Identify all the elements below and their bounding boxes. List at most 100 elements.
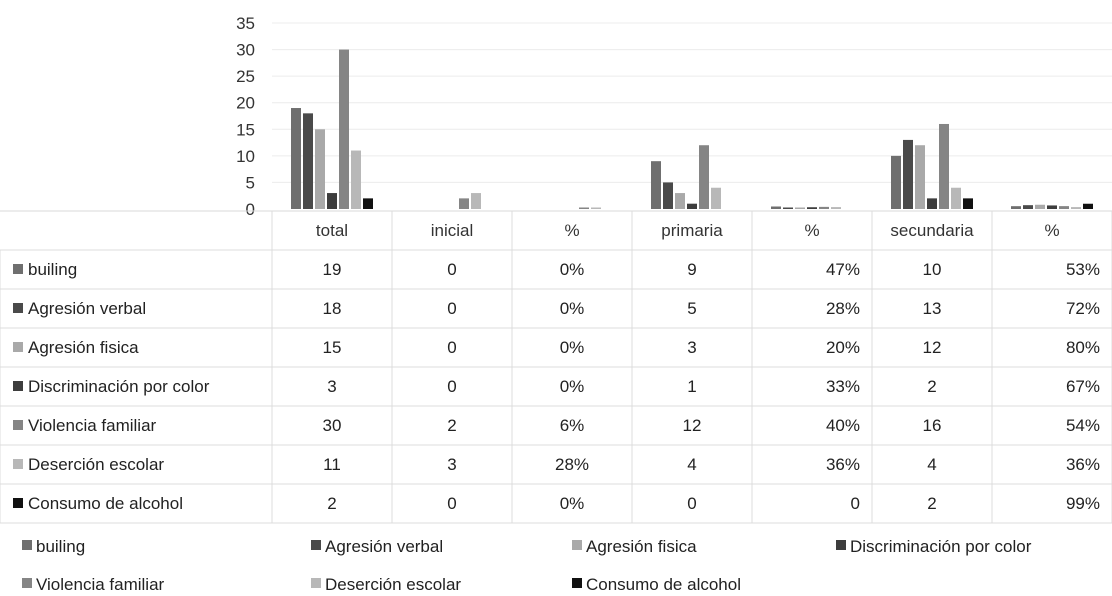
legend: builing Agresión verbal Agresión fisica Dis… xyxy=(22,537,1032,594)
bar xyxy=(351,150,361,209)
row-key-swatch xyxy=(13,420,23,430)
category-label: % xyxy=(564,221,579,240)
data-label: 13 xyxy=(923,299,942,318)
data-label: 40% xyxy=(826,416,860,435)
data-label: 0% xyxy=(560,494,585,513)
bar xyxy=(363,198,373,209)
data-label: 36% xyxy=(826,455,860,474)
row-key-swatch xyxy=(13,381,23,391)
row-label: Consumo de alcohol xyxy=(28,494,183,513)
bar xyxy=(699,145,709,209)
data-label: 1 xyxy=(687,377,696,396)
bar xyxy=(315,129,325,209)
data-label: 0% xyxy=(560,260,585,279)
legend-swatch xyxy=(572,578,582,588)
data-label: 4 xyxy=(927,455,936,474)
data-label: 11 xyxy=(323,455,341,474)
data-label: 28% xyxy=(555,455,589,474)
bar xyxy=(687,203,697,209)
data-label: 4 xyxy=(687,455,696,474)
bar xyxy=(1023,205,1033,209)
category-label: inicial xyxy=(431,221,474,240)
y-tick-label: 10 xyxy=(236,147,255,166)
data-label: 33% xyxy=(826,377,860,396)
row-key-swatch xyxy=(13,459,23,469)
bar xyxy=(903,139,913,209)
bar xyxy=(771,206,781,209)
legend-swatch xyxy=(572,540,582,550)
bar xyxy=(807,207,817,209)
row-key-swatch xyxy=(13,264,23,274)
data-label: 72% xyxy=(1066,299,1100,318)
data-label: 0 xyxy=(447,260,456,279)
legend-swatch xyxy=(311,578,321,588)
bar xyxy=(891,155,901,209)
row-label: builing xyxy=(28,260,77,279)
gridlines xyxy=(272,22,1112,183)
data-label: 12 xyxy=(923,338,942,357)
data-label: 20% xyxy=(826,338,860,357)
data-label: 99% xyxy=(1066,494,1100,513)
bar xyxy=(711,187,721,209)
bar xyxy=(915,145,925,209)
legend-label: builing xyxy=(36,537,85,556)
bar xyxy=(675,193,685,209)
bar xyxy=(339,49,349,210)
data-label: 12 xyxy=(683,416,702,435)
bar xyxy=(579,207,589,209)
row-key-swatch xyxy=(13,342,23,352)
legend-swatch xyxy=(311,540,321,550)
bar xyxy=(927,198,937,209)
y-tick-label: 30 xyxy=(236,41,255,60)
category-label: primaria xyxy=(661,221,723,240)
y-tick-label: 0 xyxy=(246,200,255,219)
data-label: 18 xyxy=(323,299,342,318)
row-label: Agresión verbal xyxy=(28,299,146,318)
bar xyxy=(831,207,841,209)
bar xyxy=(783,207,793,209)
data-label: 0 xyxy=(447,338,456,357)
data-label: 0% xyxy=(560,338,585,357)
y-tick-label: 20 xyxy=(236,94,255,113)
data-label: 80% xyxy=(1066,338,1100,357)
bar xyxy=(1035,204,1045,209)
data-label: 10 xyxy=(923,260,942,279)
row-label: Discriminación por color xyxy=(28,377,210,396)
data-label: 28% xyxy=(826,299,860,318)
data-label: 3 xyxy=(327,377,336,396)
data-label: 30 xyxy=(323,416,342,435)
data-label: 2 xyxy=(447,416,456,435)
category-label: % xyxy=(804,221,819,240)
category-label: secundaria xyxy=(890,221,974,240)
legend-label: Agresión verbal xyxy=(325,537,443,556)
bar xyxy=(471,193,481,209)
bar xyxy=(291,108,301,209)
category-label: total xyxy=(316,221,348,240)
legend-label: Agresión fisica xyxy=(586,537,697,556)
row-label: Deserción escolar xyxy=(28,455,164,474)
data-label: 2 xyxy=(927,377,936,396)
data-label: 9 xyxy=(687,260,696,279)
bar xyxy=(591,207,601,209)
bar xyxy=(795,207,805,209)
data-label: 0 xyxy=(447,299,456,318)
data-label: 47% xyxy=(826,260,860,279)
data-label: 19 xyxy=(323,260,342,279)
row-key-swatch xyxy=(13,303,23,313)
y-tick-label: 25 xyxy=(236,67,255,86)
bar xyxy=(819,206,829,209)
bar xyxy=(327,193,337,209)
data-label: 0 xyxy=(851,494,860,513)
legend-swatch xyxy=(22,540,32,550)
bars xyxy=(291,49,1093,210)
data-label: 53% xyxy=(1066,260,1100,279)
legend-swatch xyxy=(22,578,32,588)
data-label: 2 xyxy=(927,494,936,513)
data-label: 0% xyxy=(560,299,585,318)
data-label: 0 xyxy=(447,494,456,513)
data-label: 16 xyxy=(923,416,942,435)
bar xyxy=(1059,206,1069,209)
bar xyxy=(939,123,949,209)
category-label: % xyxy=(1044,221,1059,240)
